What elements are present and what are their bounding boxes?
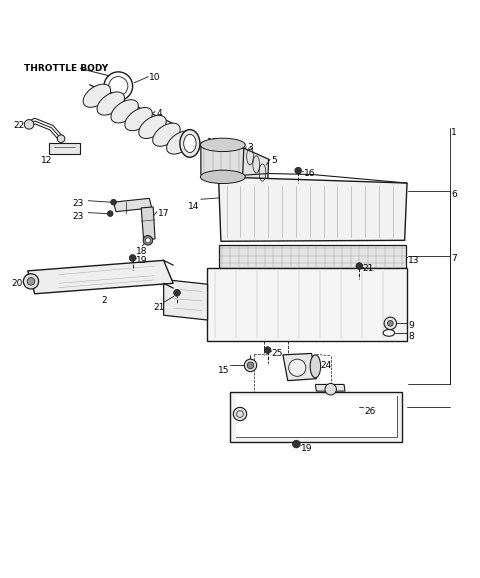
Circle shape <box>233 407 247 421</box>
Text: 2: 2 <box>102 296 107 305</box>
Ellipse shape <box>111 100 138 123</box>
Polygon shape <box>201 143 245 179</box>
Polygon shape <box>141 207 155 240</box>
Polygon shape <box>218 177 407 241</box>
Text: 14: 14 <box>188 202 199 211</box>
Ellipse shape <box>153 123 180 146</box>
Circle shape <box>325 383 336 395</box>
Circle shape <box>264 347 271 353</box>
Text: 12: 12 <box>41 156 52 165</box>
Text: 3: 3 <box>247 143 253 153</box>
Circle shape <box>24 274 38 289</box>
Circle shape <box>387 320 393 326</box>
Ellipse shape <box>310 355 321 378</box>
Polygon shape <box>164 279 207 320</box>
Text: 24: 24 <box>320 361 331 369</box>
Circle shape <box>247 362 254 369</box>
Text: THROTTLE BODY: THROTTLE BODY <box>24 64 108 73</box>
Polygon shape <box>226 192 240 202</box>
Text: 21: 21 <box>363 264 374 273</box>
Polygon shape <box>283 353 316 381</box>
Text: 22: 22 <box>13 121 24 130</box>
Text: 8: 8 <box>408 332 414 341</box>
Circle shape <box>288 359 306 376</box>
Ellipse shape <box>200 170 245 184</box>
Text: 23: 23 <box>72 212 84 221</box>
Text: 10: 10 <box>149 73 161 82</box>
Circle shape <box>356 263 363 269</box>
Circle shape <box>108 211 113 217</box>
Circle shape <box>145 238 150 243</box>
Polygon shape <box>315 384 345 391</box>
Text: 26: 26 <box>364 407 375 416</box>
Polygon shape <box>219 245 406 268</box>
Ellipse shape <box>383 329 395 336</box>
Text: 7: 7 <box>451 254 456 263</box>
Ellipse shape <box>167 131 194 154</box>
Text: 20: 20 <box>11 279 22 288</box>
Ellipse shape <box>97 92 124 115</box>
Circle shape <box>129 255 136 261</box>
Polygon shape <box>49 143 80 154</box>
Circle shape <box>24 120 34 129</box>
Polygon shape <box>206 268 407 342</box>
Text: 25: 25 <box>271 349 282 358</box>
Polygon shape <box>28 260 173 294</box>
Circle shape <box>104 72 132 101</box>
Circle shape <box>384 317 396 329</box>
Circle shape <box>109 77 128 96</box>
Ellipse shape <box>200 138 245 151</box>
Circle shape <box>57 135 65 143</box>
Text: 18: 18 <box>136 247 147 256</box>
Text: 13: 13 <box>408 255 420 265</box>
Circle shape <box>174 290 180 296</box>
Text: 19: 19 <box>301 444 312 453</box>
Circle shape <box>111 199 116 205</box>
Text: 16: 16 <box>304 169 316 178</box>
Text: 19: 19 <box>136 255 148 265</box>
Circle shape <box>292 440 300 448</box>
Text: 21: 21 <box>153 303 165 312</box>
Text: 23: 23 <box>72 199 84 208</box>
Polygon shape <box>236 397 396 437</box>
Text: 17: 17 <box>158 209 169 218</box>
Text: 11: 11 <box>206 138 218 147</box>
Circle shape <box>143 236 153 245</box>
Text: 5: 5 <box>271 156 277 165</box>
Circle shape <box>244 359 257 372</box>
Ellipse shape <box>184 134 196 153</box>
Text: 1: 1 <box>451 128 456 137</box>
Ellipse shape <box>125 108 152 131</box>
Ellipse shape <box>180 129 200 157</box>
Polygon shape <box>242 148 269 183</box>
Polygon shape <box>230 392 402 442</box>
Circle shape <box>27 277 35 285</box>
Ellipse shape <box>83 84 110 108</box>
Text: 9: 9 <box>408 321 414 331</box>
Text: 4: 4 <box>156 109 162 117</box>
Circle shape <box>295 167 301 174</box>
Ellipse shape <box>139 116 166 139</box>
Text: 6: 6 <box>451 190 456 199</box>
Polygon shape <box>114 198 152 212</box>
Text: 15: 15 <box>218 366 229 375</box>
